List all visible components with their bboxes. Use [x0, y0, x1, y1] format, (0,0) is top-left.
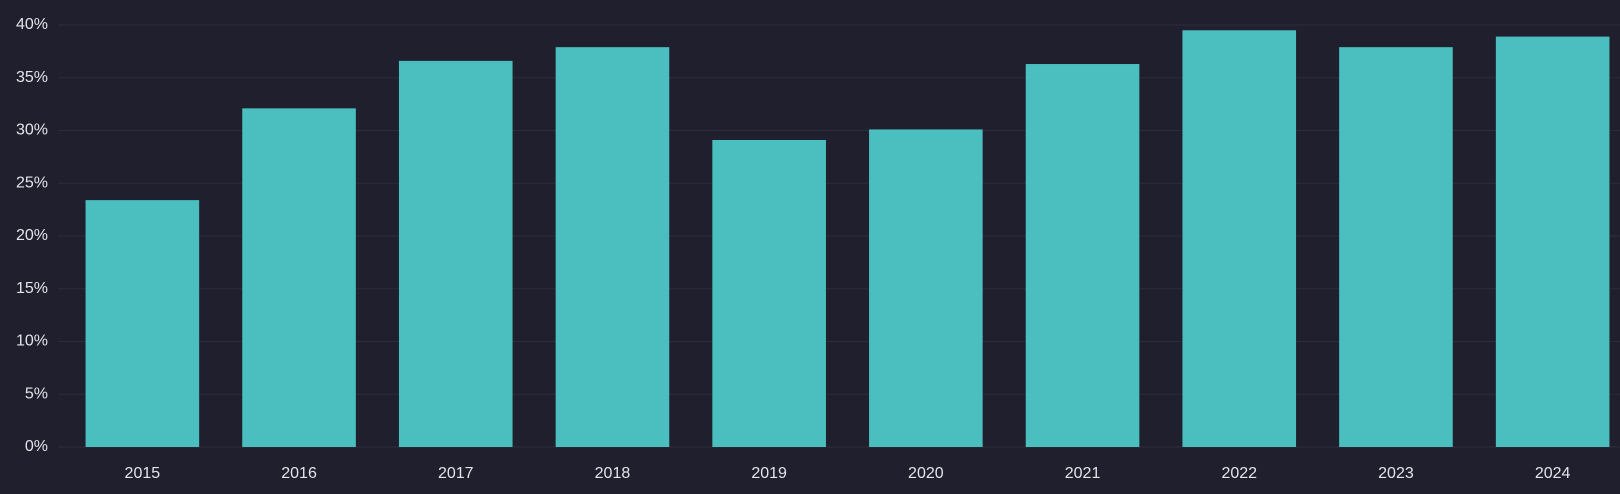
x-tick-label: 2019	[751, 465, 787, 482]
bar	[1025, 64, 1140, 447]
y-tick-label: 20%	[16, 227, 48, 244]
x-tick-label: 2018	[595, 465, 631, 482]
bar	[1339, 47, 1453, 447]
x-tick-label: 2017	[438, 465, 474, 482]
bar	[1495, 36, 1610, 447]
y-tick-label: 10%	[16, 333, 48, 350]
y-tick-label: 25%	[16, 174, 48, 191]
bar	[85, 200, 200, 447]
x-tick-label: 2023	[1378, 465, 1414, 482]
bar	[398, 60, 513, 448]
x-tick-label: 2021	[1065, 465, 1101, 482]
bar	[1182, 30, 1297, 448]
y-tick-label: 35%	[16, 69, 48, 86]
x-tick-label: 2024	[1535, 465, 1571, 482]
y-tick-label: 30%	[16, 122, 48, 139]
y-tick-label: 5%	[25, 385, 48, 402]
bar	[869, 129, 983, 447]
y-tick-label: 15%	[16, 280, 48, 297]
bar	[555, 47, 670, 447]
y-tick-label: 0%	[25, 438, 48, 455]
x-tick-label: 2020	[908, 465, 944, 482]
x-tick-label: 2015	[125, 465, 161, 482]
bar	[242, 108, 356, 447]
y-tick-label: 40%	[16, 16, 48, 33]
bar	[712, 139, 826, 447]
x-tick-label: 2022	[1221, 465, 1257, 482]
x-tick-label: 2016	[281, 465, 317, 482]
